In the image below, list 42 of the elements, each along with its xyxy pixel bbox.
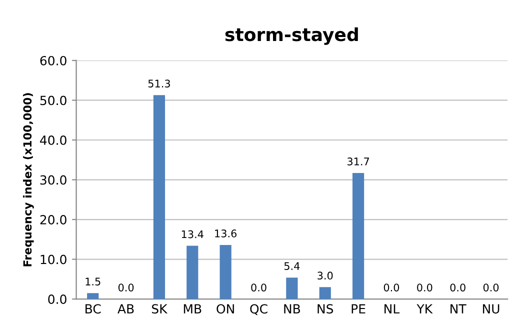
x-tick-label: NB	[284, 304, 300, 314]
data-label: 51.3	[148, 80, 170, 88]
x-tick-label: NL	[384, 304, 400, 314]
x-tick-label: MB	[184, 304, 202, 314]
data-label: 1.5	[86, 278, 100, 286]
y-tick-label: 10.0	[40, 254, 66, 264]
x-tick-label: NT	[450, 304, 466, 314]
y-tick-label: 0.0	[48, 294, 66, 304]
data-label: 0.0	[384, 284, 400, 292]
y-tick-label: 20.0	[40, 214, 66, 224]
y-tick-label: 30.0	[40, 175, 66, 185]
x-tick-label: YK	[416, 304, 433, 314]
data-label: 3.0	[318, 272, 333, 280]
x-tick-label: PE	[352, 304, 366, 314]
x-tick-label: NU	[482, 304, 500, 314]
y-axis-title: Frequency index (x100,000)	[23, 93, 34, 266]
x-tick-label: ON	[216, 304, 234, 314]
x-tick-label: SK	[152, 304, 168, 314]
data-label: 5.4	[284, 262, 300, 270]
data-label: 0.0	[417, 284, 432, 292]
bar	[352, 173, 364, 300]
x-tick-label: NS	[318, 304, 334, 314]
data-label: 13.6	[215, 230, 237, 238]
bar	[87, 293, 99, 300]
bar	[153, 95, 166, 300]
x-tick-label: BC	[86, 304, 101, 314]
x-tick-label: AB	[118, 304, 134, 314]
data-label: 31.7	[347, 158, 369, 166]
data-label: 0.0	[251, 284, 266, 292]
y-tick-label: 40.0	[40, 135, 66, 145]
chart-title: storm-stayed	[225, 27, 358, 45]
bar	[186, 246, 198, 300]
data-label: 13.4	[182, 230, 204, 238]
y-tick-label: 50.0	[40, 96, 66, 106]
data-label: 0.0	[483, 284, 499, 292]
data-label: 0.0	[118, 284, 134, 292]
bar	[319, 287, 331, 300]
bar	[286, 278, 298, 300]
data-label: 0.0	[450, 284, 466, 292]
bar	[220, 244, 232, 300]
x-tick-label: QC	[250, 304, 268, 316]
y-tick-label: 60.0	[40, 56, 66, 66]
